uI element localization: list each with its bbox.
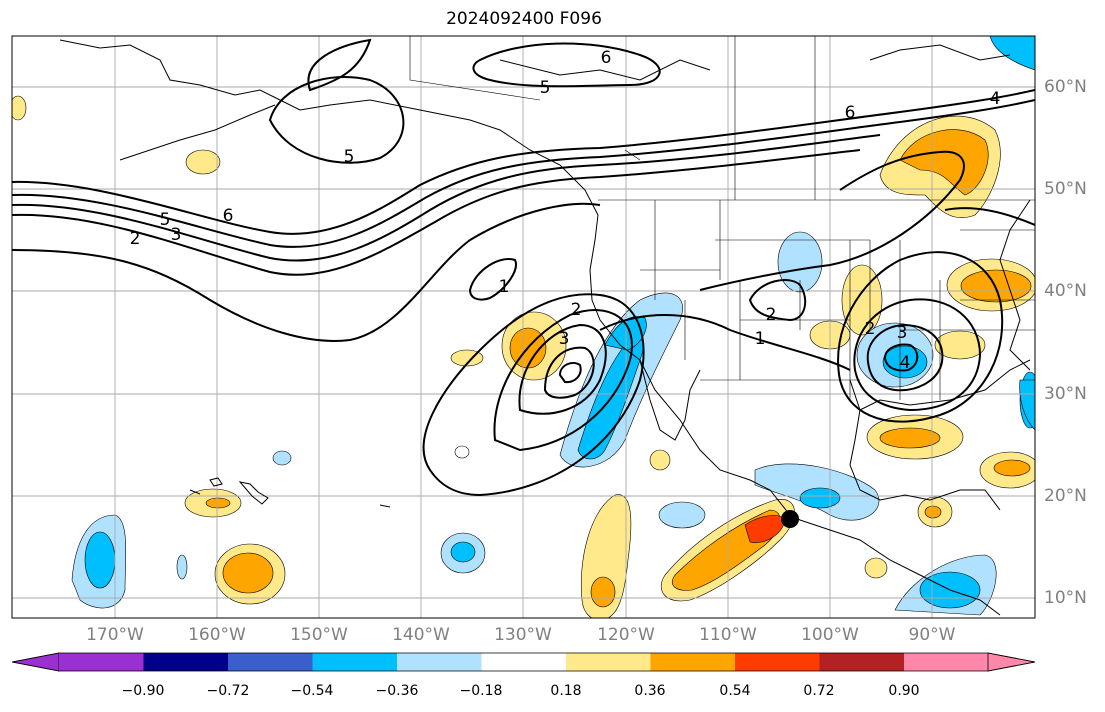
contour-labels: 6 5 4 6 5 6 5 2 3 1 2 3 1 2 3 4 2 [130,48,1001,373]
colorbar-tick: −0.90 [121,683,165,699]
colorbar-min-extend [11,652,60,672]
colorbar-segment [819,653,904,671]
plot-title: 2024092400 F096 [446,9,602,29]
contour-label: 1 [499,277,510,297]
colorbar-tick: 0.90 [888,683,920,699]
lon-label: 160°W [188,625,246,645]
colorbar-tick: 0.18 [550,683,582,699]
lon-label: 110°W [699,625,757,645]
contour-label: 6 [601,48,612,68]
colorbar-tick: −0.36 [375,683,419,699]
colorbar [11,652,1036,672]
lat-label: 30°N [1044,384,1087,404]
contour-label: 4 [900,353,911,373]
colorbar-segment [397,653,482,671]
colorbar-segment [143,653,228,671]
contour-label: 3 [559,329,570,349]
contour-label: 6 [845,103,856,123]
contour-label: 3 [171,225,182,245]
colorbar-tick: 0.72 [803,683,835,699]
colorbar-tick: 0.36 [634,683,666,699]
colorbar-segment [59,653,144,671]
contour-lines [12,38,1035,497]
contour-label: 4 [990,89,1001,109]
lon-label: 130°W [494,625,552,645]
lon-label: 170°W [86,625,144,645]
colorbar-segment [566,653,651,671]
colorbar-segment [904,653,989,671]
colorbar-tick: −0.18 [459,683,503,699]
contour-label: 3 [897,323,908,343]
colorbar-segment [312,653,397,671]
contour-label: 5 [344,147,355,167]
contour-label: 5 [540,78,551,98]
lon-label: 90°W [908,625,956,645]
contour-label: 2 [865,319,876,339]
location-marker [781,510,799,528]
contour-label: 2 [766,305,777,325]
colorbar-segment [650,653,735,671]
state-borders [409,36,1035,400]
map-frame [11,35,1036,619]
colorbar-max-extend [987,652,1036,672]
colorbar-tick: −0.54 [290,683,334,699]
contour-label: 5 [160,210,171,230]
lon-label: 100°W [801,625,859,645]
contour-label: 1 [755,329,766,349]
lon-label: 150°W [290,625,348,645]
lat-label: 10°N [1044,588,1087,608]
lat-label: 60°N [1044,77,1087,97]
lat-label: 20°N [1044,486,1087,506]
contour-label: 2 [130,229,141,249]
lon-label: 120°W [597,625,655,645]
colorbar-segment [228,653,313,671]
colorbar-tick: 0.54 [719,683,751,699]
contour-label: 2 [571,300,582,320]
colorbar-segment [481,653,566,671]
colorbar-tick: −0.72 [206,683,250,699]
lon-label: 140°W [392,625,450,645]
graticule [12,36,1035,618]
contour-label: 6 [223,206,234,226]
lat-label: 50°N [1044,179,1087,199]
lat-label: 40°N [1044,281,1087,301]
colorbar-segment [735,653,820,671]
